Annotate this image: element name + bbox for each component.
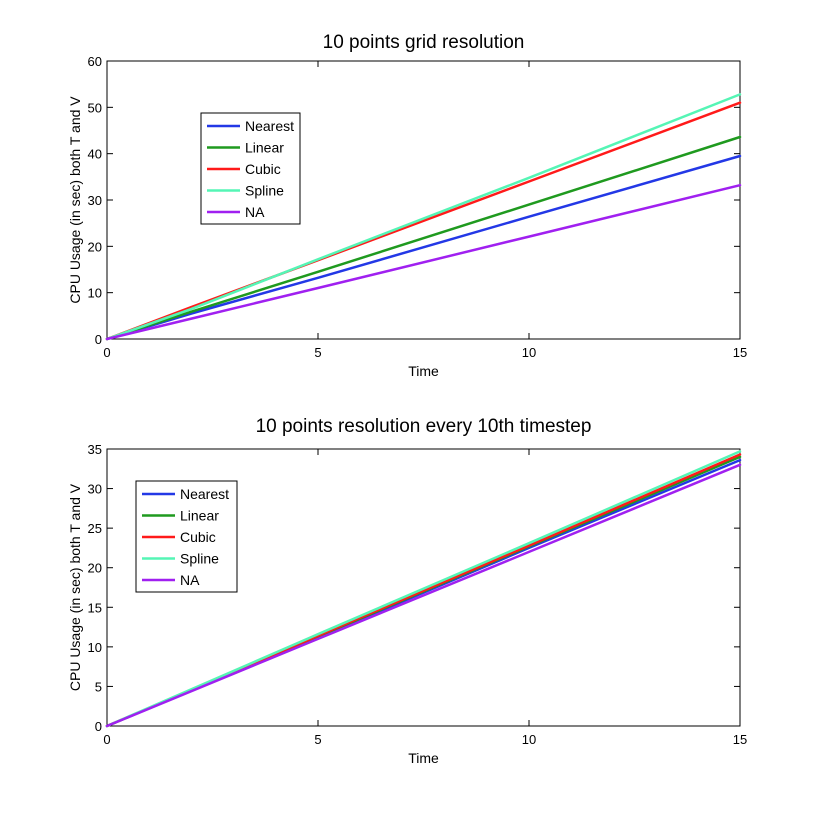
series-line-spline	[105, 93, 742, 341]
legend-label-cubic: Cubic	[245, 161, 281, 177]
legend-label-spline: Spline	[245, 183, 284, 199]
legend-label-nearest: Nearest	[180, 486, 229, 502]
chart-1: 0 5 10 15 0 10 20 30 40 50 60 10 points grid resolu…	[67, 32, 747, 379]
y-tick-label: 25	[88, 521, 102, 536]
chart-title: 10 points resolution every 10th timestep	[256, 416, 592, 437]
legend-label-linear: Linear	[245, 140, 284, 156]
chart-title: 10 points grid resolution	[323, 32, 525, 53]
x-tick-label: 10	[522, 345, 536, 360]
chart-2: 0 5 10 15 0 5 10 15 20 25 30 35 10 points resolution…	[67, 416, 747, 766]
legend-label-na: NA	[245, 204, 265, 220]
y-axis-label: CPU Usage (in sec) both T and V	[67, 96, 83, 304]
y-tick-label: 10	[88, 286, 102, 301]
x-axis-label: Time	[408, 363, 439, 379]
x-tick-label: 0	[103, 732, 110, 747]
y-tick-label: 50	[88, 100, 102, 115]
legend-label-nearest: Nearest	[245, 118, 294, 134]
y-tick-label: 30	[88, 482, 102, 497]
x-tick-label: 5	[314, 732, 321, 747]
series-line-linear	[105, 135, 742, 341]
series-line-na	[105, 463, 742, 728]
y-tick-label: 20	[88, 239, 102, 254]
x-tick-label: 10	[522, 732, 536, 747]
y-tick-label: 40	[88, 147, 102, 162]
y-tick-label: 20	[88, 561, 102, 576]
legend-label-na: NA	[180, 572, 200, 588]
legend: Nearest Linear Cubic Spline NA	[200, 112, 301, 225]
y-tick-label: 0	[95, 332, 102, 347]
y-tick-label: 5	[95, 679, 102, 694]
y-tick-label: 0	[95, 719, 102, 734]
x-tick-label: 0	[103, 345, 110, 360]
y-tick-label: 30	[88, 193, 102, 208]
x-tick-label: 15	[733, 345, 747, 360]
y-tick-label: 60	[88, 54, 102, 69]
x-axis-label: Time	[408, 750, 439, 766]
legend-label-linear: Linear	[180, 508, 219, 524]
legend-label-spline: Spline	[180, 551, 219, 567]
y-axis-label: CPU Usage (in sec) both T and V	[67, 483, 83, 691]
series-line-spline	[105, 450, 742, 728]
x-tick-label: 15	[733, 732, 747, 747]
x-tick-label: 5	[314, 345, 321, 360]
legend: Nearest Linear Cubic Spline NA	[135, 480, 238, 593]
y-tick-label: 15	[88, 600, 102, 615]
series-line-na	[105, 183, 742, 341]
y-tick-label: 35	[88, 442, 102, 457]
y-tick-label: 10	[88, 640, 102, 655]
legend-label-cubic: Cubic	[180, 529, 216, 545]
